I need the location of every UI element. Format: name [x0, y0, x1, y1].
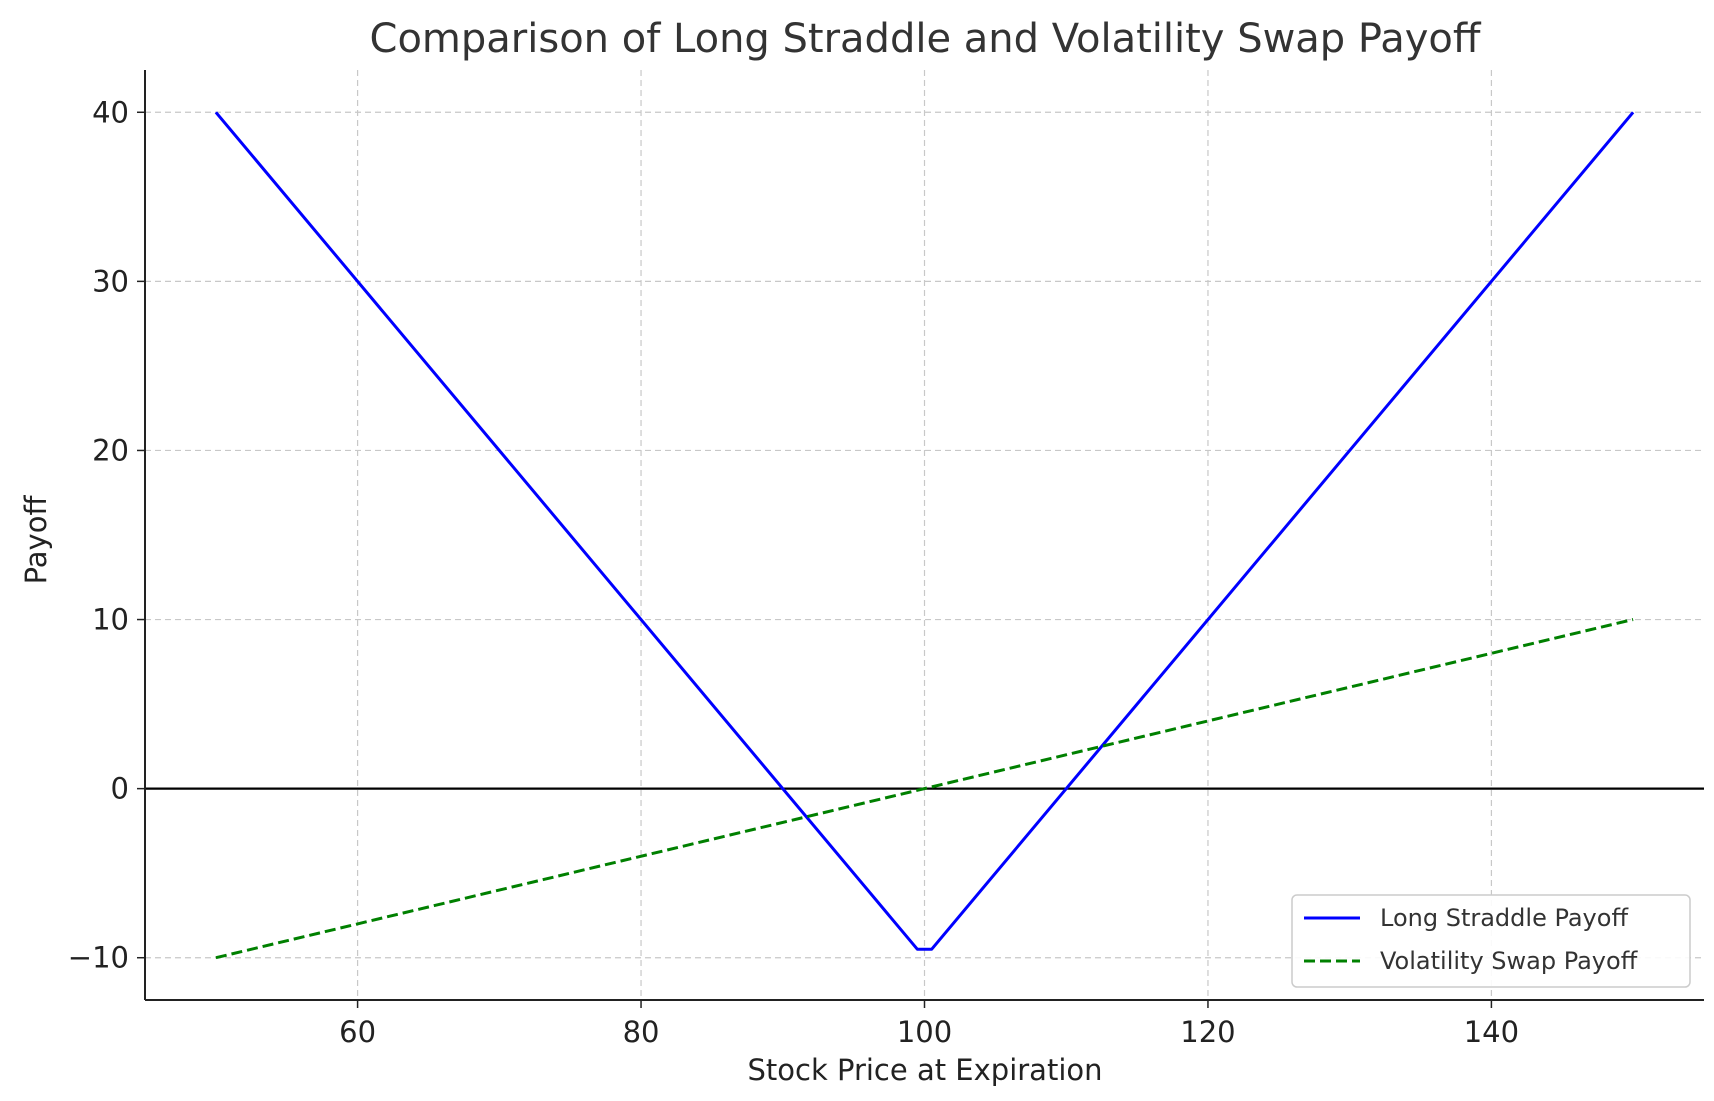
y-tick-label: 40 [92, 95, 129, 129]
x-axis-label: Stock Price at Expiration [748, 1053, 1103, 1087]
legend-label-long-straddle: Long Straddle Payoff [1380, 904, 1628, 932]
y-tick-label: 0 [111, 772, 129, 806]
legend-box [1291, 894, 1691, 988]
x-tick-label: 120 [1180, 1015, 1235, 1049]
series-group [214, 111, 1635, 960]
series-line-volatility-swap [215, 618, 1634, 960]
y-tick-label: 30 [92, 264, 129, 298]
y-tick-label: 10 [92, 603, 129, 637]
chart-title: Comparison of Long Straddle and Volatili… [370, 16, 1482, 62]
tick-labels: 60 80 100 120 140 −10 0 10 20 30 40 [68, 95, 1519, 1049]
x-tick-label: 140 [1464, 1015, 1519, 1049]
y-tick-label: 20 [92, 433, 129, 467]
x-tick-label: 80 [623, 1015, 660, 1049]
legend: Long Straddle Payoff Volatility Swap Pay… [1291, 894, 1691, 988]
legend-label-volatility-swap: Volatility Swap Payoff [1380, 947, 1638, 975]
grid [145, 70, 1704, 1000]
series-line-long-straddle [214, 111, 1635, 951]
y-tick-label: −10 [68, 941, 129, 975]
y-axis-label: Payoff [19, 495, 53, 585]
axes [137, 70, 1704, 1008]
x-tick-label: 60 [339, 1015, 376, 1049]
x-tick-label: 100 [897, 1015, 952, 1049]
